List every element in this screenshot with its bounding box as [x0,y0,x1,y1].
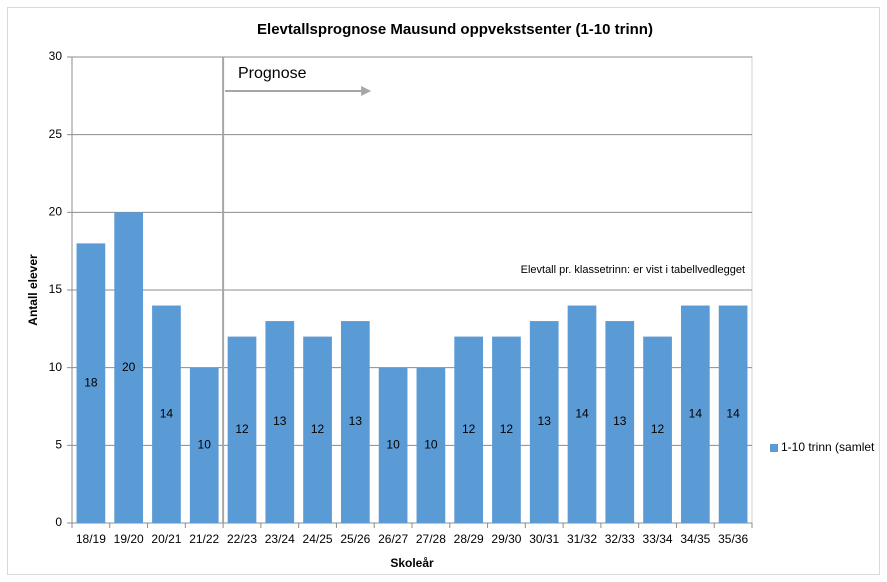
data-label: 14 [726,406,740,420]
bar [680,305,710,523]
x-tick-label: 25/26 [340,532,370,546]
bar [114,212,144,524]
x-tick-label: 19/20 [114,532,144,546]
data-label: 13 [613,414,627,428]
bar [303,336,332,523]
y-axis-label: Antall elever [26,254,40,326]
data-label: 10 [386,438,400,452]
bar [529,321,559,523]
y-tick-label: 25 [49,127,63,141]
data-label: 12 [235,422,249,436]
data-label: 14 [575,406,589,420]
forecast-arrowhead [361,86,372,96]
bar [416,367,446,523]
x-tick-label: 21/22 [189,532,219,546]
data-label: 13 [349,414,363,428]
y-tick-label: 0 [55,515,62,529]
x-tick-label: 18/19 [76,532,106,546]
data-label: 12 [311,422,325,436]
data-label: 10 [424,438,438,452]
bar [76,243,106,523]
x-tick-label: 24/25 [303,532,333,546]
chart-title: Elevtallsprognose Mausund oppvekstsenter… [257,21,653,38]
x-tick-label: 31/32 [567,532,597,546]
annotation: Elevtall pr. klassetrinn: er vist i tabe… [521,264,745,276]
bar [605,321,635,523]
data-label: 13 [538,414,552,428]
x-tick-label: 22/23 [227,532,257,546]
y-tick-label: 10 [49,360,63,374]
y-tick-label: 30 [49,49,63,63]
bar [189,367,219,523]
legend-label: 1-10 trinn (samlet [781,440,875,454]
y-tick-label: 20 [49,205,63,219]
bar [340,321,370,523]
y-tick-label: 15 [49,282,63,296]
bar [378,367,408,523]
x-tick-label: 29/30 [491,532,521,546]
bar [567,305,597,523]
data-label: 12 [462,422,476,436]
data-label: 12 [500,422,514,436]
bar [265,321,295,523]
x-tick-label: 35/36 [718,532,748,546]
annotation: Prognose [238,65,307,82]
bar [492,336,521,523]
bar [454,336,484,523]
x-tick-label: 20/21 [151,532,181,546]
bar [152,305,181,523]
x-tick-label: 32/33 [605,532,635,546]
x-axis-label: Skoleår [390,556,434,570]
y-tick-label: 5 [55,438,62,452]
x-tick-label: 23/24 [265,532,295,546]
data-label: 20 [122,360,136,374]
x-tick-label: 26/27 [378,532,408,546]
bar [227,336,257,523]
bar [718,305,748,523]
bar [643,336,672,523]
data-label: 14 [689,406,703,420]
x-tick-label: 30/31 [529,532,559,546]
legend-swatch [770,444,778,452]
x-tick-label: 28/29 [454,532,484,546]
x-tick-label: 27/28 [416,532,446,546]
x-tick-label: 34/35 [680,532,710,546]
data-label: 12 [651,422,665,436]
data-label: 10 [198,438,212,452]
data-label: 18 [84,375,98,389]
data-label: 14 [160,406,174,420]
x-tick-label: 33/34 [643,532,673,546]
data-label: 13 [273,414,287,428]
